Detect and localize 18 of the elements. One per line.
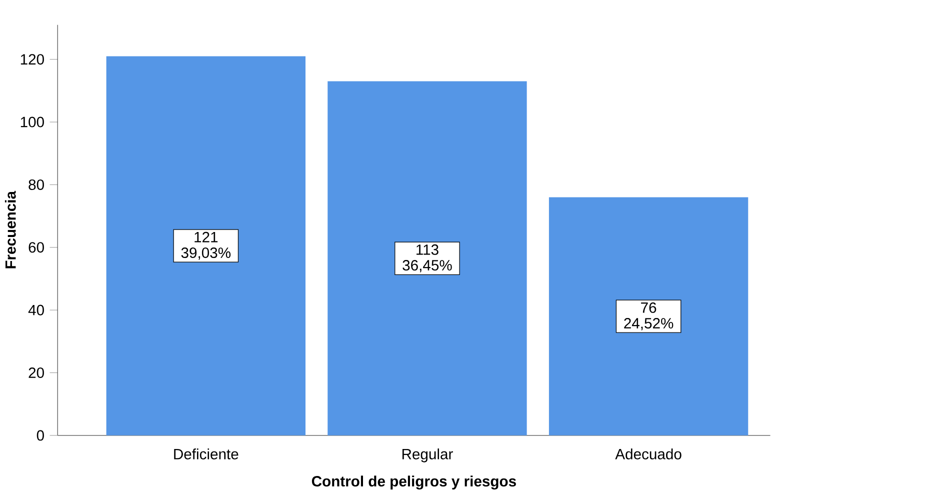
x-tick-label: Regular [402, 448, 453, 462]
data-label: 113 36,45% [402, 244, 452, 272]
bar [106, 56, 306, 436]
data-label: 76 24,52% [624, 302, 674, 330]
bar [328, 81, 527, 436]
y-axis-title: Frecuencia [4, 190, 16, 268]
y-tick-label: 0 [36, 430, 44, 441]
y-tick-label: 100 [20, 116, 44, 128]
y-tick-label: 80 [28, 179, 44, 190]
bar [548, 197, 748, 436]
y-tick-label: 120 [20, 54, 44, 65]
y-tick-label: 60 [28, 242, 44, 253]
y-tick-label: 20 [28, 367, 44, 378]
x-tick-label: Deficiente [174, 448, 238, 460]
data-label: 121 39,03% [181, 232, 231, 260]
x-axis-title: Control de peligros y riesgos [312, 476, 516, 490]
y-tick-label: 40 [28, 304, 44, 316]
x-tick-label: Adecuado [615, 448, 682, 460]
